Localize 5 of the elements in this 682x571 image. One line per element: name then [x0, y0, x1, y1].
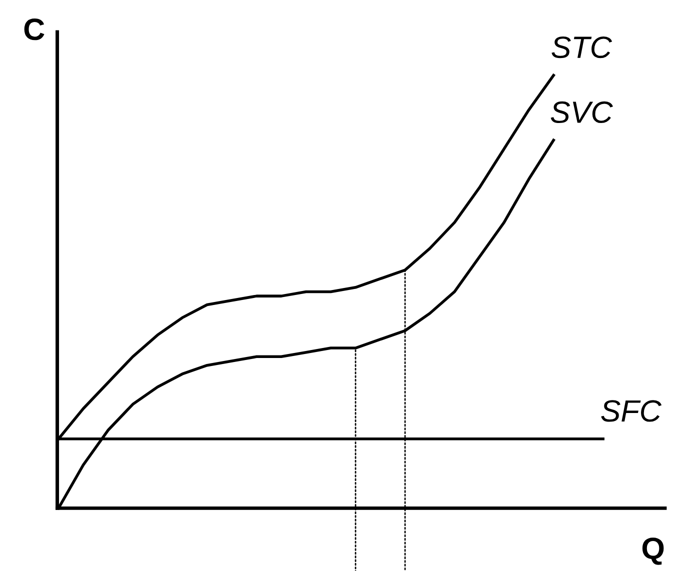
series-label: SVC	[550, 101, 613, 124]
y-axis-title: C	[24, 18, 44, 40]
series-label: STC	[552, 36, 612, 58]
x-axis-title: Q	[642, 538, 664, 565]
series-label: SFC	[601, 400, 662, 422]
